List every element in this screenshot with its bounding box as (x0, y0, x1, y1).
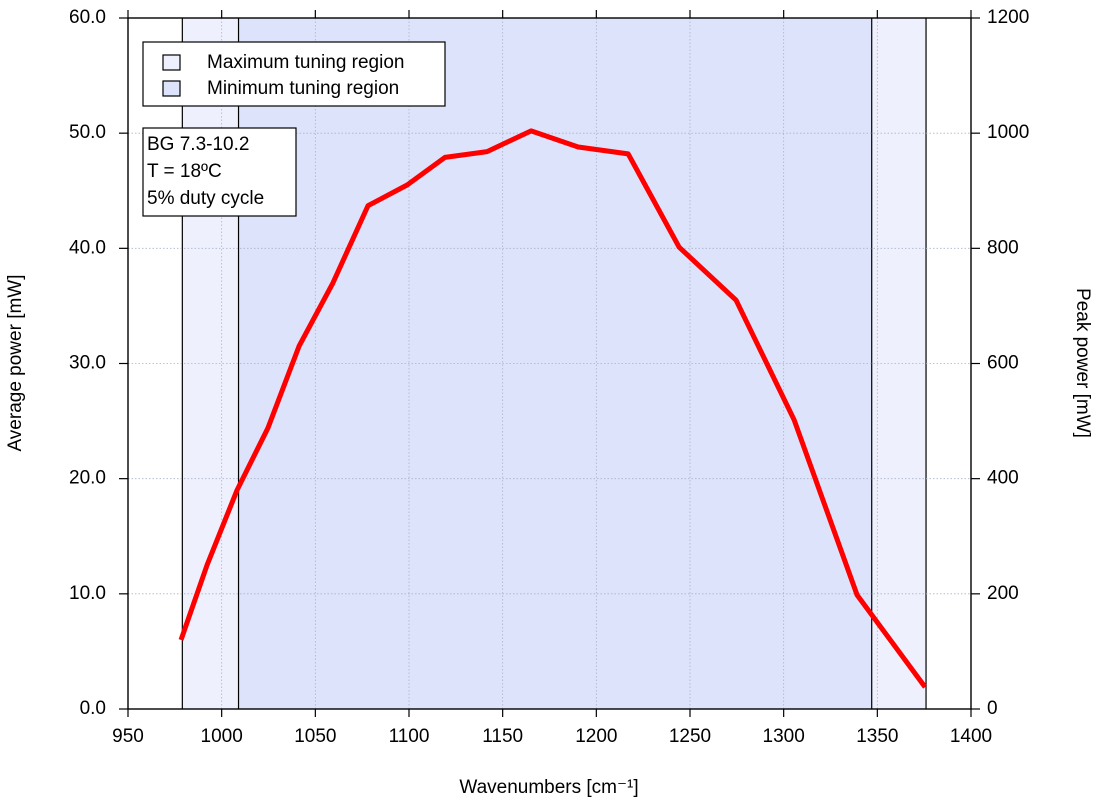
y2-tick-label: 200 (987, 583, 1019, 604)
annotation-line: 5% duty cycle (147, 188, 264, 209)
annotation-line: BG 7.3-10.2 (147, 134, 249, 155)
y-tick-label: 10.0 (69, 583, 106, 604)
y2-tick-label: 0 (987, 698, 998, 719)
x-tick-label: 1350 (856, 726, 898, 747)
y-tick-label: 50.0 (69, 122, 106, 143)
plot-frame (127, 17, 972, 710)
x-tick-label: 1200 (575, 726, 617, 747)
annotation-line: T = 18ºC (147, 161, 222, 182)
x-axis-label: Wavenumbers [cm⁻¹] (459, 777, 638, 798)
legend-label: Maximum tuning region (207, 52, 404, 73)
y2-tick-label: 400 (987, 468, 1019, 489)
legend-swatch (162, 80, 181, 97)
x-tick-label: 1250 (669, 726, 711, 747)
x-tick-label: 1300 (763, 726, 805, 747)
x-tick-label: 1100 (389, 726, 430, 747)
legend-swatch (162, 54, 181, 71)
y-tick-label: 20.0 (69, 468, 106, 489)
y-tick-label: 0.0 (80, 698, 106, 719)
legend-label: Minimum tuning region (207, 78, 399, 99)
y-axis-label: Average power [mW] (5, 274, 26, 451)
x-tick-label: 1050 (294, 726, 336, 747)
x-tick-label: 1000 (201, 726, 243, 747)
power-line (178, 128, 928, 689)
annotation-box (142, 127, 297, 217)
y2-tick-label: 1200 (987, 7, 1029, 28)
x-tick-label: 1400 (950, 726, 992, 747)
x-tick-label: 950 (112, 726, 144, 747)
x-tick-label: 1150 (482, 726, 523, 747)
legend-box (142, 41, 446, 107)
y2-axis-label: Peak power [mW] (1072, 288, 1093, 438)
y2-tick-label: 1000 (987, 122, 1029, 143)
y-tick-label: 60.0 (69, 7, 106, 28)
y-tick-label: 40.0 (69, 237, 106, 258)
y2-tick-label: 800 (987, 237, 1019, 258)
y2-tick-label: 600 (987, 353, 1019, 374)
y-tick-label: 30.0 (69, 353, 106, 374)
